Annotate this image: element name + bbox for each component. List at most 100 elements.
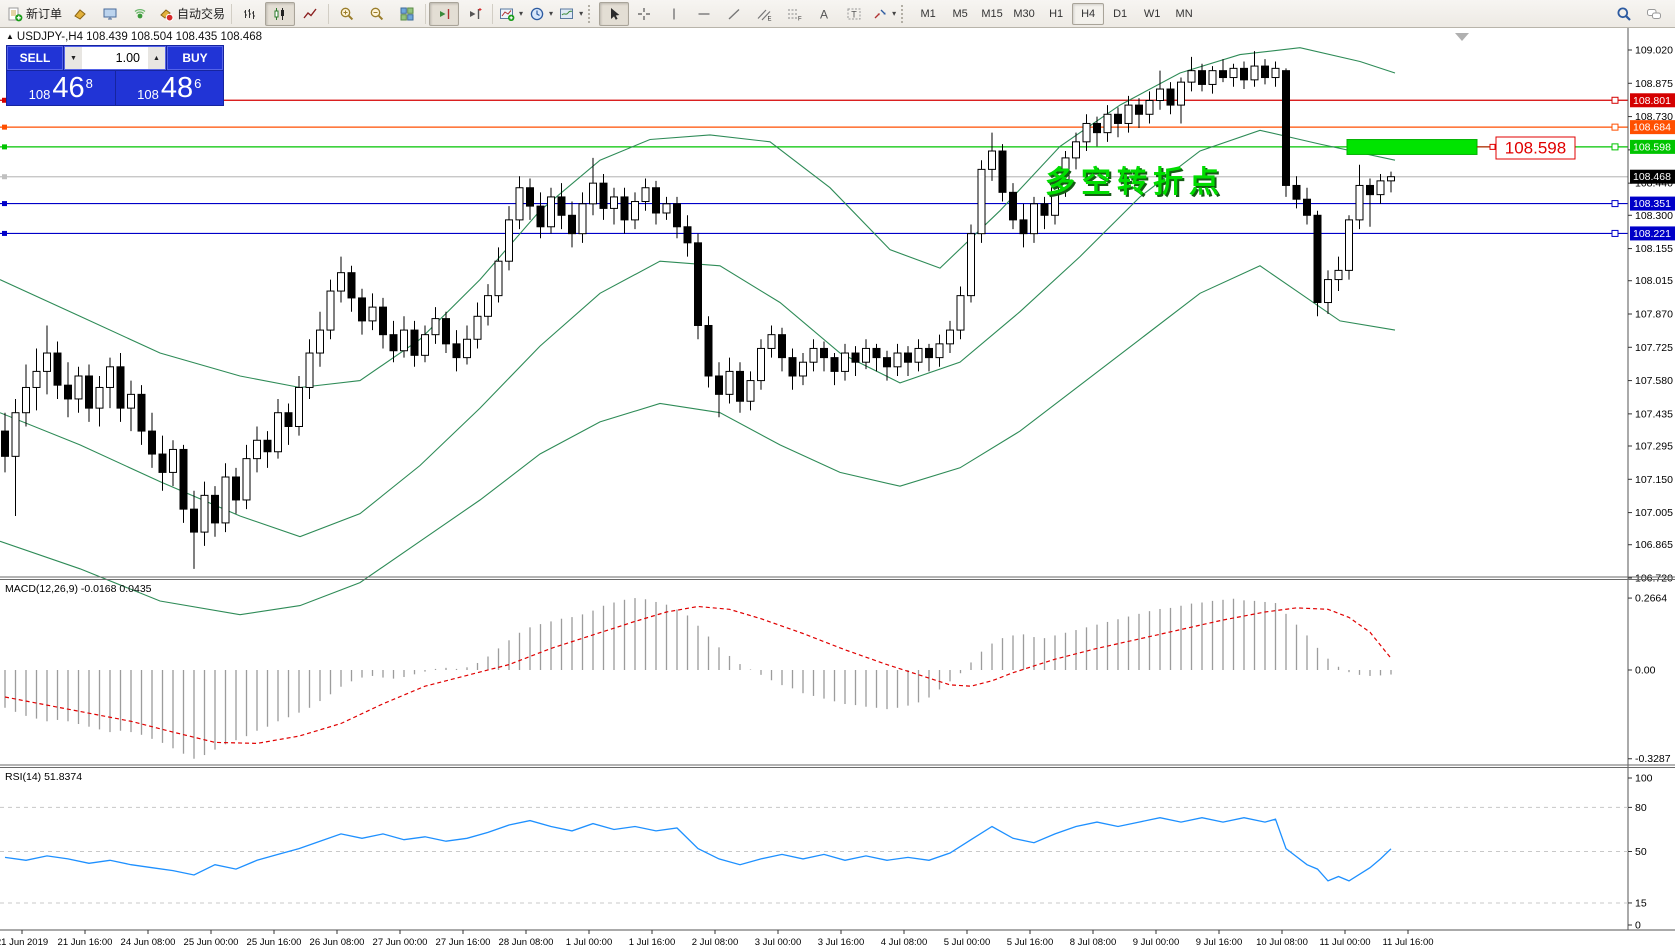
volume-decrease-button[interactable]: ▼: [65, 47, 82, 69]
svg-text:F: F: [798, 16, 802, 22]
macd-indicator: MACD(12,26,9) -0.0168 0.0435 0.2664 0.00 -0…: [4, 583, 1671, 765]
sell-button[interactable]: SELL: [7, 46, 63, 70]
toolbar-button-arrows[interactable]: ▾: [869, 2, 899, 26]
timeframe-button-h1[interactable]: H1: [1049, 7, 1064, 20]
toolbar-button-periods[interactable]: ▾: [526, 2, 556, 26]
buy-button[interactable]: BUY: [167, 46, 223, 70]
svg-text:109.020: 109.020: [1635, 45, 1673, 57]
fibonacci-icon: F: [788, 9, 802, 22]
timeframe-button-mn[interactable]: MN: [1175, 7, 1193, 20]
timeframe-button-w1[interactable]: W1: [1143, 7, 1161, 20]
toolbar-button-bars-chart[interactable]: [235, 2, 265, 26]
toolbar-button-cursor[interactable]: [599, 1, 630, 26]
chart-shift-icon: [440, 8, 450, 19]
svg-text:108.468: 108.468: [1633, 171, 1671, 183]
tile-windows-icon: [400, 7, 414, 20]
chart-annotation-text[interactable]: 多空转折点: [1045, 166, 1225, 199]
timeframe-button-d1[interactable]: D1: [1113, 7, 1128, 20]
svg-text:108.155: 108.155: [1635, 243, 1673, 255]
toolbar-button-eraser[interactable]: [65, 2, 95, 26]
svg-text:28 Jun 08:00: 28 Jun 08:00: [499, 937, 554, 948]
time-axis[interactable]: 21 Jun 2019 21 Jun 16:00 24 Jun 08:00 25 Ju…: [0, 930, 1434, 948]
eraser-icon: [74, 8, 86, 20]
horizontal-level-lines[interactable]: [0, 96, 1628, 237]
one-click-trading-panel: SELL ▼ 1.00 ▲ BUY 108 46 8 108 48 6: [6, 45, 224, 106]
timeframe-button-m5[interactable]: M5: [952, 7, 968, 20]
timeframe-button-m15[interactable]: M15: [981, 7, 1003, 20]
vertical-line-icon: [673, 8, 675, 19]
svg-text:80: 80: [1635, 802, 1647, 814]
timeframe-button-h4[interactable]: H4: [1072, 2, 1105, 25]
toolbar-button-templates[interactable]: ▾: [556, 2, 586, 26]
price-callout-label[interactable]: [1495, 136, 1576, 160]
toolbar-button-fibonacci[interactable]: F: [779, 2, 809, 26]
text-icon: A: [820, 7, 828, 21]
svg-text:0: 0: [1635, 920, 1641, 932]
svg-text:25 Jun 16:00: 25 Jun 16:00: [247, 937, 302, 948]
support-zone-rectangle[interactable]: [1346, 139, 1478, 155]
svg-text:108.221: 108.221: [1633, 228, 1671, 240]
collapse-icon[interactable]: ▲: [6, 32, 14, 41]
arrows-icon: [874, 9, 886, 18]
chart-shift-marker[interactable]: [1455, 33, 1469, 41]
bollinger-upper: [0, 47, 1396, 389]
sell-price[interactable]: 108 46 8: [7, 71, 115, 105]
toolbar-button-channel[interactable]: E: [749, 2, 779, 26]
svg-text:8 Jul 08:00: 8 Jul 08:00: [1070, 937, 1116, 948]
svg-text:15: 15: [1635, 897, 1647, 909]
toolbar-button-candle-chart[interactable]: [265, 1, 296, 26]
toolbar-button-search[interactable]: [1609, 2, 1639, 26]
toolbar-button-line-chart[interactable]: [295, 2, 325, 26]
buy-price[interactable]: 108 48 6: [115, 71, 223, 105]
candle-chart-icon: [274, 7, 285, 20]
toolbar-button-monitor[interactable]: [95, 2, 125, 26]
svg-text:27 Jun 00:00: 27 Jun 00:00: [373, 937, 428, 948]
chevron-down-icon[interactable]: ▾: [892, 9, 897, 18]
svg-text:108.300: 108.300: [1635, 210, 1673, 222]
rsi-indicator: RSI(14) 51.8374 100 80 50 15 0: [0, 771, 1653, 932]
monitor-icon: [103, 8, 117, 19]
toolbar-button-chart-shift[interactable]: [429, 1, 460, 26]
svg-text:50: 50: [1635, 846, 1647, 858]
toolbar-button-new-order[interactable]: 新订单: [4, 2, 65, 26]
toolbar-button-text[interactable]: A: [809, 2, 839, 26]
svg-text:5 Jul 00:00: 5 Jul 00:00: [944, 937, 990, 948]
timeframe-button-m1[interactable]: M1: [920, 7, 936, 20]
toolbar-button-text-label[interactable]: T: [839, 2, 869, 26]
chevron-down-icon[interactable]: ▾: [549, 9, 554, 18]
svg-text:108.801: 108.801: [1633, 95, 1671, 107]
chevron-down-icon[interactable]: ▾: [579, 9, 584, 18]
zoom-in-icon: [340, 7, 354, 20]
toolbar-button-tile-windows[interactable]: [392, 2, 422, 26]
volume-increase-button[interactable]: ▲: [148, 47, 165, 69]
toolbar-button-vertical-line[interactable]: [659, 2, 689, 26]
line-chart-icon: [303, 8, 317, 18]
volume-control: ▼ 1.00 ▲: [64, 46, 166, 70]
chevron-down-icon[interactable]: ▾: [519, 9, 524, 18]
templates-icon: [560, 8, 574, 19]
toolbar-button-signal[interactable]: [125, 2, 155, 26]
toolbar-button-chat[interactable]: [1639, 2, 1669, 26]
svg-text:107.435: 107.435: [1635, 408, 1673, 420]
toolbar-button-trendline[interactable]: [719, 2, 749, 26]
cursor-icon: [611, 7, 620, 20]
bollinger-middle: [0, 129, 1396, 538]
svg-text:9 Jul 00:00: 9 Jul 00:00: [1133, 937, 1179, 948]
toolbar-button-horizontal-line[interactable]: [689, 2, 719, 26]
svg-text:108.730: 108.730: [1635, 111, 1673, 123]
volume-input[interactable]: 1.00: [82, 47, 148, 69]
toolbar-button-zoom-in[interactable]: [332, 2, 362, 26]
toolbar: 新订单 自动交易 ▾ ▾ ▾ E F A T ▾ M1 M5 M15 M30 H1 H4 D1 W1 MN: [0, 0, 1675, 28]
svg-text:A: A: [820, 7, 828, 21]
symbol-info[interactable]: ▲ USDJPY-,H4 108.439 108.504 108.435 108.…: [6, 31, 262, 43]
toolbar-button-autotrade[interactable]: 自动交易: [155, 2, 228, 26]
toolbar-button-indicators[interactable]: ▾: [496, 2, 526, 26]
timeframe-button-m30[interactable]: M30: [1013, 7, 1035, 20]
rsi-label: RSI(14) 51.8374: [5, 771, 82, 783]
toolbar-button-auto-scroll[interactable]: [459, 2, 489, 26]
toolbar-button-zoom-out[interactable]: [362, 2, 392, 26]
svg-text:108.351: 108.351: [1633, 198, 1671, 210]
toolbar-button-crosshair[interactable]: [629, 2, 659, 26]
svg-text:21 Jun 16:00: 21 Jun 16:00: [58, 937, 113, 948]
